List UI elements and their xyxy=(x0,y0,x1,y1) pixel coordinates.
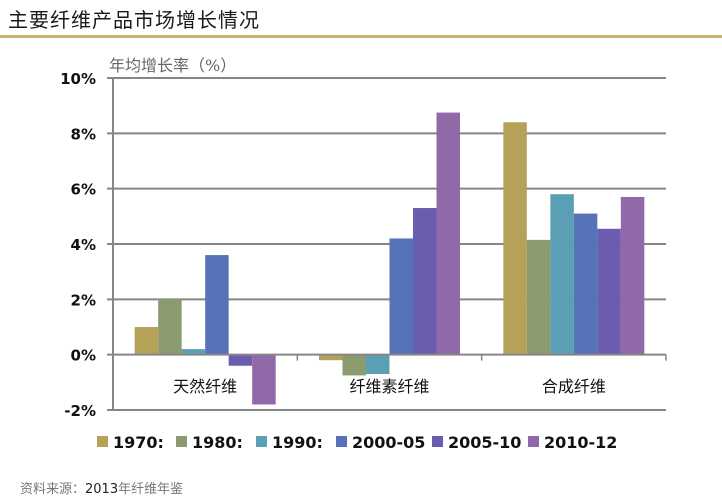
bar-2010-12-2 xyxy=(620,196,645,355)
source-note: 资料来源：2013年纤维年鉴 xyxy=(20,478,183,497)
bar-2010-12-0 xyxy=(252,354,276,405)
bar-1980s-2 xyxy=(526,239,551,355)
legend-swatch-1970s xyxy=(97,436,108,447)
source-year: 2013 xyxy=(85,482,119,497)
legend-label-1970s: 1970: xyxy=(113,433,164,452)
category-label: 纤维素纤维 xyxy=(349,377,429,396)
y-tick-label: 8% xyxy=(71,125,96,143)
bar-2005-10-2 xyxy=(597,228,621,355)
bar-1990s-0 xyxy=(181,349,206,355)
bar-2000-05-0 xyxy=(205,255,229,355)
legend-swatch-2010-12 xyxy=(528,436,539,447)
legend-label-2000-05: 2000-05 xyxy=(352,433,425,452)
bar-2000-05-2 xyxy=(573,213,598,355)
bar-1970s-1 xyxy=(319,354,343,361)
source-suffix: 年纤维年鉴 xyxy=(118,482,184,497)
legend-swatch-1990s xyxy=(256,436,267,447)
y-tick-label: 0% xyxy=(71,347,96,365)
y-axis-label: 年均增长率（%） xyxy=(109,56,237,75)
legend-label-2005-10: 2005-10 xyxy=(448,433,521,452)
category-label: 合成纤维 xyxy=(542,377,606,396)
y-tick-label: 4% xyxy=(71,236,96,254)
y-tick-label: -2% xyxy=(64,402,96,420)
bar-2005-10-0 xyxy=(228,354,253,366)
legend-label-2010-12: 2010-12 xyxy=(544,433,617,452)
legend-label-1990s: 1990: xyxy=(272,433,323,452)
y-tick-label: 6% xyxy=(71,181,96,199)
bar-1980s-0 xyxy=(158,299,182,355)
bar-2005-10-1 xyxy=(413,208,437,355)
legend-swatch-2000-05 xyxy=(336,436,347,447)
bar-1990s-1 xyxy=(366,354,390,375)
y-tick-label: 10% xyxy=(60,70,96,88)
bar-2000-05-1 xyxy=(389,238,413,355)
bar-2010-12-1 xyxy=(436,112,460,355)
bar-1990s-2 xyxy=(550,194,574,355)
title-divider xyxy=(0,35,722,38)
chart-title: 主要纤维产品市场增长情况 xyxy=(8,8,260,32)
legend-swatch-2005-10 xyxy=(432,436,443,447)
source-prefix: 资料来源： xyxy=(20,482,86,497)
bar-1980s-1 xyxy=(342,354,366,376)
category-label: 天然纤维 xyxy=(173,377,237,396)
bar-1970s-0 xyxy=(134,327,159,355)
legend-swatch-1980s xyxy=(176,436,187,447)
bar-1970s-2 xyxy=(503,122,527,355)
legend-label-1980s: 1980: xyxy=(192,433,243,452)
y-tick-label: 2% xyxy=(71,291,96,309)
